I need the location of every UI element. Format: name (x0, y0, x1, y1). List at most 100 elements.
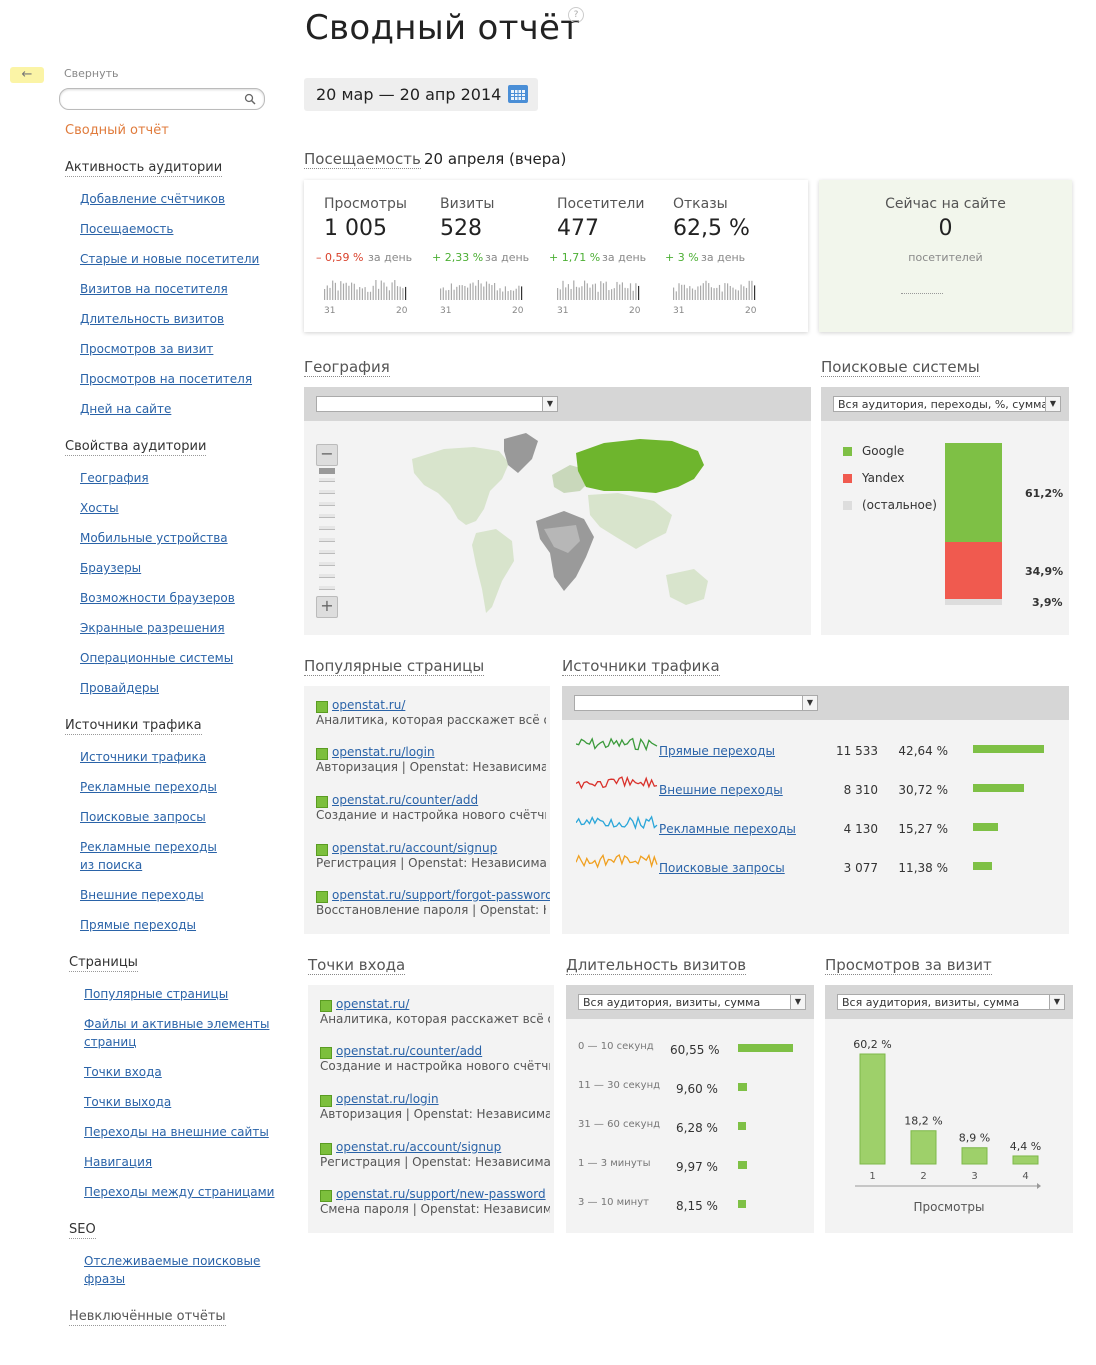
nav-item-views-per-visitor[interactable]: Просмотров на посетителя (80, 372, 253, 386)
visit-duration-title[interactable]: Длительность визитов (566, 956, 747, 975)
zoom-in-icon[interactable]: + (316, 596, 338, 618)
traffic-source-direct[interactable]: Прямые переходы (659, 744, 776, 758)
nav-item-geography[interactable]: География (80, 471, 149, 485)
nav-item-days-on-site[interactable]: Дней на сайте (80, 402, 172, 416)
sparkline-bar (732, 287, 734, 300)
nav-section-pages[interactable]: Страницы (69, 955, 138, 972)
external-link-icon (316, 748, 328, 760)
sparkline-bar (380, 280, 382, 300)
nav-item-visits-per-visitor[interactable]: Визитов на посетителя (80, 282, 228, 296)
nav-item-old-new-visitors[interactable]: Старые и новые посетители (80, 252, 260, 266)
back-button[interactable]: ← (10, 67, 44, 83)
nav-item-views-per-visit[interactable]: Просмотров за визит (80, 342, 214, 356)
traffic-sources-title[interactable]: Источники трафика (562, 657, 720, 676)
zoom-handle[interactable] (319, 468, 335, 474)
views-bar-label: 4,4 % (1010, 1140, 1041, 1153)
nav-item-external-site-transitions[interactable]: Переходы на внешние сайты (84, 1125, 269, 1139)
traffic-sources-select[interactable]: ▼ (574, 695, 818, 711)
visit-duration-select[interactable]: Вся аудитория, визиты, сумма ▼ (578, 994, 806, 1010)
nav-item-direct-referrals[interactable]: Прямые переходы (80, 918, 197, 932)
map-zoom-slider[interactable]: − + (315, 444, 338, 618)
nav-section-traffic-sources[interactable]: Источники трафика (65, 718, 202, 735)
nav-item-files-active-elements[interactable]: Файлы и активные элементы (84, 1017, 270, 1031)
popular-pages-title[interactable]: Популярные страницы (304, 657, 485, 676)
external-link-icon (316, 701, 328, 713)
sidebar-search-input[interactable] (59, 88, 265, 110)
nav-item-browser-capabilities[interactable]: Возможности браузеров (80, 591, 235, 605)
geography-select[interactable]: ▼ (316, 396, 558, 412)
popular-page-url[interactable]: openstat.ru/support/forgot-password (332, 888, 550, 902)
nav-item-tracked-search-phrases[interactable]: Отслеживаемые поисковые (84, 1254, 261, 1268)
nav-item-files-active-elements-line2[interactable]: страниц (84, 1035, 137, 1049)
nav-section-excluded-reports[interactable]: Невключённые отчёты (69, 1309, 226, 1326)
entry-point-url[interactable]: openstat.ru/account/signup (336, 1140, 502, 1154)
nav-item-hosts[interactable]: Хосты (80, 501, 119, 515)
entry-point-desc: Регистрация | Openstat: Независимая ана (320, 1155, 550, 1169)
metric-visitors-change: + 1,71 % (549, 251, 601, 264)
nav-item-providers[interactable]: Провайдеры (80, 681, 159, 695)
geography-title[interactable]: География (304, 358, 390, 377)
collapse-sidebar-link[interactable]: Свернуть (64, 67, 119, 80)
attendance-date: 20 апреля (вчера) (424, 150, 567, 168)
nav-item-screen-resolutions[interactable]: Экранные разрешения (80, 621, 225, 635)
nav-item-popular-pages[interactable]: Популярные страницы (84, 987, 229, 1001)
views-per-visit-select[interactable]: Вся аудитория, визиты, сумма ▼ (837, 994, 1065, 1010)
sparkline-bar (597, 291, 599, 300)
nav-item-external-referrals[interactable]: Внешние переходы (80, 888, 204, 902)
popular-page-url[interactable]: openstat.ru/login (332, 745, 435, 759)
world-map[interactable] (404, 429, 734, 629)
nav-item-visit-duration[interactable]: Длительность визитов (80, 312, 225, 326)
nav-section-seo[interactable]: SEO (69, 1222, 96, 1239)
nav-item-browsers[interactable]: Браузеры (80, 561, 142, 575)
entry-point-url[interactable]: openstat.ru/counter/add (336, 1044, 483, 1058)
nav-item-entry-points[interactable]: Точки входа (84, 1065, 162, 1079)
nav-item-exit-points[interactable]: Точки выхода (84, 1095, 172, 1109)
nav-item-attendance[interactable]: Посещаемость (80, 222, 174, 236)
nav-section-audience-properties[interactable]: Свойства аудитории (65, 439, 207, 456)
legend-google-swatch (843, 447, 852, 456)
traffic-source-pct: 11,38 % (898, 861, 948, 875)
search-engines-panel: Google Yandex (остальное) 61,2% 34,9% 3,… (821, 421, 1069, 635)
popular-page-url[interactable]: openstat.ru/counter/add (332, 793, 479, 807)
entry-point-url[interactable]: openstat.ru/ (336, 997, 410, 1011)
nav-item-add-counters[interactable]: Добавление счётчиков (80, 192, 226, 206)
help-icon[interactable]: ? (568, 7, 584, 23)
search-engines-title[interactable]: Поисковые системы (821, 358, 980, 377)
views-per-visit-title[interactable]: Просмотров за визит (825, 956, 992, 975)
traffic-source-search[interactable]: Поисковые запросы (659, 861, 785, 875)
nav-item-traffic-sources[interactable]: Источники трафика (80, 750, 207, 764)
nav-item-ad-referrals-from-search[interactable]: Рекламные переходы (80, 840, 217, 854)
traffic-source-ads[interactable]: Рекламные переходы (659, 822, 796, 836)
popular-page-url[interactable]: openstat.ru/ (332, 698, 406, 712)
search-engines-select-value: Вся аудитория, переходы, %, сумма (838, 398, 1049, 411)
search-engines-select[interactable]: Вся аудитория, переходы, %, сумма ▼ (833, 396, 1061, 412)
nav-item-tracked-search-phrases-line2[interactable]: фразы (84, 1272, 126, 1286)
zoom-track[interactable] (319, 478, 335, 606)
zoom-out-icon[interactable]: − (316, 444, 338, 466)
sparkline-bar (483, 286, 485, 300)
date-range-picker[interactable]: 20 мар — 20 апр 2014 (304, 78, 538, 111)
duration-label: 1 — 3 минуты (578, 1158, 651, 1169)
external-link-icon (316, 844, 328, 856)
nav-item-search-queries[interactable]: Поисковые запросы (80, 810, 206, 824)
calendar-icon[interactable] (508, 85, 528, 103)
nav-item-page-transitions[interactable]: Переходы между страницами (84, 1185, 275, 1199)
nav-item-ad-referrals[interactable]: Рекламные переходы (80, 780, 217, 794)
popular-page-url[interactable]: openstat.ru/account/signup (332, 841, 498, 855)
nav-item-ad-referrals-from-search-line2[interactable]: из поиска (80, 858, 143, 872)
sparkline-bar (472, 282, 474, 300)
nav-item-navigation[interactable]: Навигация (84, 1155, 153, 1169)
nav-current-summary[interactable]: Сводный отчёт (65, 123, 169, 138)
entry-point-url[interactable]: openstat.ru/login (336, 1092, 439, 1106)
duration-bar (738, 1200, 746, 1208)
nav-item-operating-systems[interactable]: Операционные системы (80, 651, 234, 665)
entry-points-title[interactable]: Точки входа (308, 956, 406, 975)
entry-point-url[interactable]: openstat.ru/support/new-password (336, 1187, 546, 1201)
sparkline-bar (705, 280, 707, 300)
attendance-title[interactable]: Посещаемость (304, 150, 421, 169)
traffic-source-external[interactable]: Внешние переходы (659, 783, 783, 797)
nav-item-mobile-devices[interactable]: Мобильные устройства (80, 531, 228, 545)
nav-section-audience-activity[interactable]: Активность аудитории (65, 160, 223, 177)
sparkline-bar (594, 283, 596, 300)
sparkline-bar (361, 288, 363, 300)
